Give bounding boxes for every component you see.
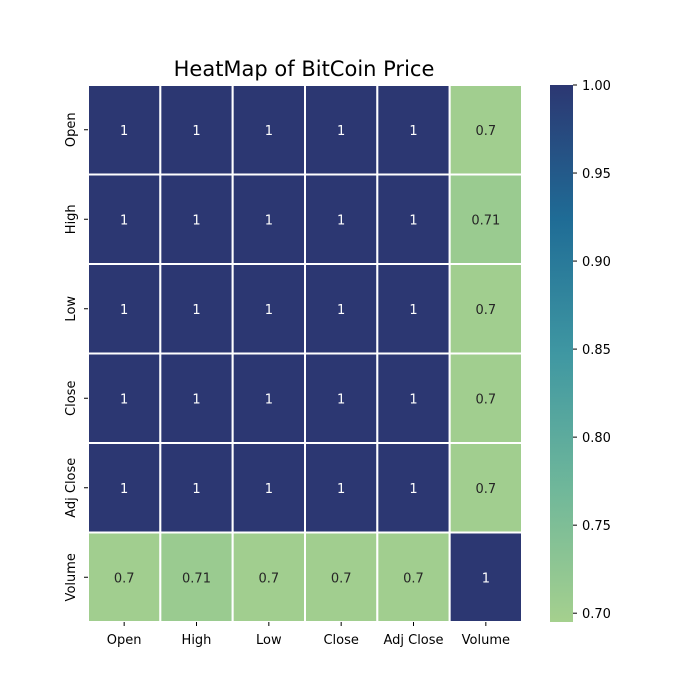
heatmap-cell <box>448 263 523 355</box>
heatmap-cell <box>159 173 234 265</box>
cell-annotation: 1 <box>337 124 345 139</box>
x-tick-labels: Open High Low Close Adj Close Volume <box>107 622 510 648</box>
heatmap-cell <box>304 442 379 534</box>
cell-annotation: 1 <box>265 392 273 407</box>
cell-annotation: 0.71 <box>471 213 500 228</box>
cell-annotation: 1 <box>120 303 128 318</box>
heatmap-cell <box>448 352 523 444</box>
cell-annotation: 1 <box>337 392 345 407</box>
heatmap-cell <box>448 442 523 534</box>
cell-annotation: 1 <box>192 303 200 318</box>
y-tick-label: Adj Close <box>64 458 79 518</box>
cell-annotation: 1 <box>265 303 273 318</box>
y-tick-label: Open <box>64 112 79 147</box>
cell-annotation: 1 <box>192 392 200 407</box>
heatmap-cell <box>159 84 234 176</box>
y-tick-labels: Open High Low Close Adj Close Volume <box>64 112 88 601</box>
heatmap-cell <box>448 173 523 265</box>
cell-annotation: 0.7 <box>331 571 352 586</box>
cell-annotation: 1 <box>482 571 490 586</box>
heatmap-cell <box>448 84 523 176</box>
cell-annotation: 0.7 <box>403 571 424 586</box>
cell-annotation: 1 <box>409 213 417 228</box>
cell-annotation: 1 <box>120 213 128 228</box>
cell-annotation: 1 <box>337 303 345 318</box>
colorbar-tick-label: 0.95 <box>582 167 611 182</box>
heatmap-cell <box>87 531 162 623</box>
cell-annotation: 1 <box>409 482 417 497</box>
colorbar-tick-label: 0.75 <box>582 519 611 534</box>
heatmap-cell <box>376 352 451 444</box>
heatmap-cell <box>448 531 523 623</box>
cell-annotation: 0.7 <box>258 571 279 586</box>
heatmap-cell <box>304 352 379 444</box>
y-tick-label: Low <box>64 296 79 322</box>
colorbar-tick-label: 0.90 <box>582 255 611 270</box>
cell-annotation: 1 <box>265 482 273 497</box>
heatmap-cell <box>87 352 162 444</box>
cell-annotation: 0.71 <box>182 571 211 586</box>
cell-annotation: 1 <box>192 213 200 228</box>
cell-annotation: 1 <box>409 124 417 139</box>
cell-annotation: 0.7 <box>475 482 496 497</box>
y-tick-label: Volume <box>64 553 79 601</box>
colorbar-tick-label: 1.00 <box>582 79 611 94</box>
cell-annotation: 1 <box>120 124 128 139</box>
cell-annotation: 1 <box>265 124 273 139</box>
x-tick-label: Open <box>107 633 142 648</box>
x-tick-label: Close <box>323 633 358 648</box>
heatmap-cell <box>304 263 379 355</box>
y-tick-label: High <box>64 204 79 234</box>
y-tick-label: Close <box>64 381 79 416</box>
cell-annotation: 0.7 <box>475 303 496 318</box>
cell-annotation: 0.7 <box>475 392 496 407</box>
heatmap-cell <box>376 442 451 534</box>
cell-annotation: 1 <box>120 482 128 497</box>
colorbar-gradient <box>550 85 573 622</box>
heatmap-cell <box>231 352 307 444</box>
colorbar-ticks: 1.00 0.95 0.90 0.85 0.80 0.75 0.70 <box>573 79 611 622</box>
x-tick-label: Low <box>256 633 282 648</box>
x-tick-label: Adj Close <box>383 633 443 648</box>
colorbar-tick-label: 0.85 <box>582 343 611 358</box>
cell-annotation: 1 <box>337 482 345 497</box>
cell-annotation: 1 <box>409 303 417 318</box>
colorbar: 1.00 0.95 0.90 0.85 0.80 0.75 0.70 <box>550 79 611 622</box>
x-tick-label: High <box>182 633 212 648</box>
heatmap-cells: 1 1 1 1 1 0.71 1 1 1 1 0.711 1 1 1 1 0.71 1 1 1 1 0.71 1 1 1 1 0.… <box>87 84 523 623</box>
cell-annotation: 1 <box>337 213 345 228</box>
chart-title: HeatMap of BitCoin Price <box>174 57 435 81</box>
heatmap-cell <box>376 263 451 355</box>
cell-annotation: 1 <box>120 392 128 407</box>
cell-annotation: 1 <box>265 213 273 228</box>
heatmap-cell <box>159 352 234 444</box>
cell-annotation: 0.7 <box>114 571 135 586</box>
heatmap-cell <box>159 263 234 355</box>
cell-annotation: 1 <box>409 392 417 407</box>
colorbar-tick-label: 0.80 <box>582 431 611 446</box>
x-tick-label: Volume <box>462 633 510 648</box>
cell-annotation: 1 <box>192 124 200 139</box>
cell-annotation: 0.7 <box>475 124 496 139</box>
cell-annotation: 1 <box>192 482 200 497</box>
heatmap-cell <box>231 442 307 534</box>
heatmap-cell <box>304 173 379 265</box>
colorbar-tick-label: 0.70 <box>582 607 611 622</box>
